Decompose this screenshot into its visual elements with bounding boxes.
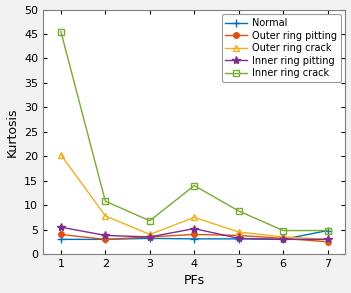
Line: Inner ring pitting: Inner ring pitting [57,223,332,243]
Normal [103,238,107,241]
Normal [192,237,196,241]
X-axis label: PFs: PFs [184,275,205,287]
Line: Outer ring pitting: Outer ring pitting [58,232,330,245]
Outer ring pitting [148,235,152,239]
Legend: Normal, Outer ring pitting, Outer ring crack, Inner ring pitting, Inner ring cra: Normal, Outer ring pitting, Outer ring c… [221,14,340,82]
Inner ring crack [148,219,152,223]
Outer ring pitting [326,240,330,243]
Outer ring crack [237,230,241,234]
Inner ring pitting [326,238,330,241]
Outer ring pitting [59,233,63,236]
Outer ring crack [59,153,63,156]
Inner ring crack [192,184,196,187]
Inner ring pitting [237,237,241,240]
Outer ring crack [148,233,152,236]
Normal [237,237,241,241]
Inner ring pitting [59,225,63,229]
Inner ring pitting [192,227,196,230]
Normal [59,238,63,241]
Normal [326,229,330,232]
Normal [281,238,285,241]
Normal [148,237,152,240]
Outer ring pitting [103,238,107,241]
Inner ring pitting [281,238,285,241]
Outer ring crack [192,216,196,219]
Inner ring pitting [148,235,152,239]
Inner ring crack [281,229,285,232]
Y-axis label: Kurtosis: Kurtosis [6,107,19,156]
Line: Inner ring crack: Inner ring crack [58,29,330,233]
Outer ring crack [281,235,285,239]
Inner ring crack [59,30,63,33]
Inner ring crack [103,200,107,203]
Line: Normal: Normal [57,226,332,243]
Outer ring crack [103,214,107,218]
Outer ring pitting [281,237,285,240]
Outer ring crack [326,238,330,241]
Line: Outer ring crack: Outer ring crack [58,151,331,243]
Inner ring crack [326,229,330,232]
Inner ring pitting [103,234,107,237]
Inner ring crack [237,209,241,213]
Outer ring pitting [237,234,241,237]
Outer ring pitting [192,233,196,236]
